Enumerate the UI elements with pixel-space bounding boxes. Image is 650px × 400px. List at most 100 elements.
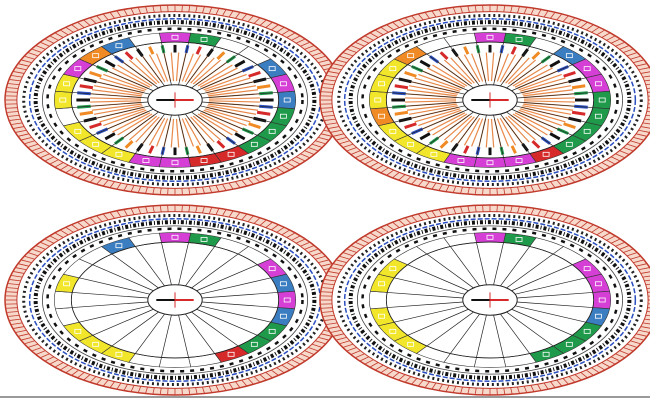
degree-tick xyxy=(370,232,379,238)
compass-wheel xyxy=(319,204,650,396)
degree-tick xyxy=(222,184,227,191)
sector-line xyxy=(515,277,586,295)
degree-tick xyxy=(360,38,370,44)
inner-ray xyxy=(170,52,175,82)
sector-glyph xyxy=(594,113,602,119)
degree-tick xyxy=(7,287,19,289)
sector-line xyxy=(476,242,487,286)
inner-ray xyxy=(192,115,222,141)
degree-tick xyxy=(323,114,335,117)
sector-line xyxy=(450,246,480,287)
degree-tick xyxy=(188,205,191,213)
degree-tick xyxy=(235,381,241,388)
sector-line xyxy=(178,242,189,286)
sector-glyph xyxy=(515,37,523,42)
sector-glyph xyxy=(378,313,386,319)
degree-tick xyxy=(333,333,345,337)
degree-tick xyxy=(615,353,625,358)
inner-ray xyxy=(418,73,462,91)
degree-tick xyxy=(18,263,30,267)
inner-ray xyxy=(99,108,146,123)
sector-line xyxy=(135,113,165,154)
degree-tick xyxy=(300,242,310,247)
degree-tick xyxy=(60,364,69,371)
inner-ray xyxy=(490,52,495,82)
degree-tick xyxy=(286,162,295,168)
ring-divider xyxy=(356,25,624,175)
degree-tick xyxy=(543,210,549,218)
inner-ray xyxy=(427,67,466,88)
degree-tick xyxy=(295,156,305,162)
inner-mark xyxy=(89,122,102,129)
degree-tick xyxy=(77,222,85,228)
degree-tick xyxy=(646,311,650,313)
degree-tick xyxy=(8,314,20,317)
inner-mark xyxy=(531,51,541,60)
degree-tick xyxy=(202,386,205,394)
inner-mark xyxy=(419,59,431,68)
degree-tick xyxy=(32,147,42,152)
degree-tick xyxy=(343,343,354,348)
sector-glyph xyxy=(486,160,494,166)
degree-tick xyxy=(265,172,273,178)
degree-tick xyxy=(318,259,329,264)
inner-mark xyxy=(256,84,271,90)
mountain-sector xyxy=(158,357,192,368)
inner-ray xyxy=(207,85,257,95)
degree-tick xyxy=(615,42,625,47)
sector-line xyxy=(185,46,215,87)
degree-tick xyxy=(375,229,384,236)
degree-tick xyxy=(323,314,335,317)
degree-tick xyxy=(195,206,198,213)
inner-mark xyxy=(531,140,541,149)
sector-line xyxy=(516,101,593,108)
degree-tick xyxy=(71,169,79,176)
degree-tick xyxy=(438,184,443,191)
sector-line xyxy=(493,114,504,158)
inner-mark xyxy=(124,51,134,60)
sector-glyph xyxy=(92,341,100,347)
degree-tick xyxy=(45,38,55,44)
degree-tick xyxy=(55,362,64,368)
inner-ray xyxy=(463,117,481,146)
sector-line xyxy=(500,246,530,287)
degree-tick xyxy=(418,379,424,386)
inner-ray xyxy=(90,97,142,100)
degree-tick xyxy=(315,255,326,260)
inner-ray xyxy=(414,77,461,92)
inner-ray xyxy=(405,97,457,100)
inner-mark xyxy=(439,140,449,149)
degree-tick xyxy=(556,179,562,186)
blue-ring xyxy=(343,218,637,382)
degree-tick xyxy=(188,5,191,13)
degree-tick xyxy=(152,387,155,394)
inner-mark xyxy=(216,140,226,149)
degree-tick xyxy=(642,75,650,78)
degree-tick xyxy=(370,362,379,368)
sector-line xyxy=(201,92,278,99)
ring-divider xyxy=(356,225,624,375)
sector-line xyxy=(201,301,278,308)
degree-tick xyxy=(318,59,329,64)
inner-ray xyxy=(199,67,238,88)
degree-tick xyxy=(40,153,50,158)
degree-tick xyxy=(517,6,520,14)
degree-tick xyxy=(315,140,326,145)
degree-tick xyxy=(638,129,650,133)
inner-border xyxy=(70,241,280,359)
sector-line xyxy=(72,92,149,99)
degree-tick xyxy=(375,364,384,371)
inner-ray xyxy=(450,57,475,84)
degree-tick xyxy=(55,232,64,238)
sector-line xyxy=(511,108,573,136)
mountain-sector xyxy=(473,357,507,368)
sector-line xyxy=(200,305,271,323)
degree-tick xyxy=(398,219,406,226)
inner-mark xyxy=(148,46,155,55)
inner-ray xyxy=(443,59,473,85)
inner-mark xyxy=(571,84,586,90)
degree-tick xyxy=(365,35,374,41)
sector-glyph xyxy=(92,53,100,59)
inner-ray xyxy=(507,115,537,141)
sector-glyph xyxy=(378,113,386,119)
